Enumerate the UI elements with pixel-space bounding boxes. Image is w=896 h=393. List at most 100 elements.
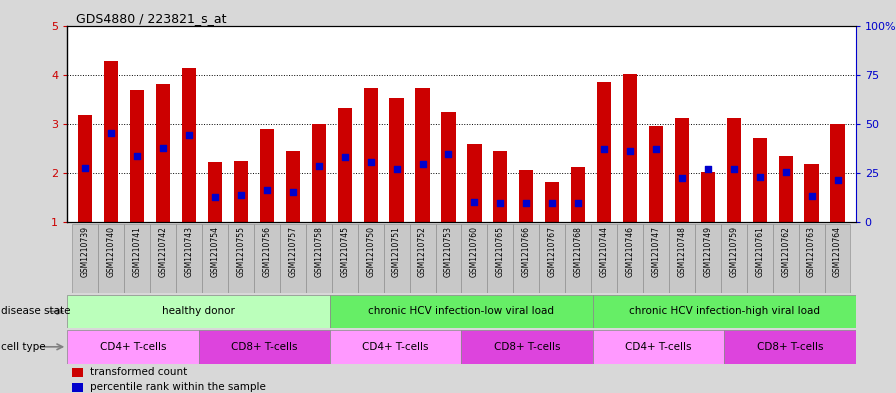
Bar <box>461 224 487 293</box>
Point <box>519 200 533 207</box>
Bar <box>545 182 559 222</box>
Bar <box>364 88 378 222</box>
Bar <box>442 112 455 222</box>
Point <box>675 174 689 181</box>
Bar <box>724 330 856 364</box>
Bar <box>675 118 689 222</box>
Bar <box>125 224 151 293</box>
Bar <box>234 161 248 222</box>
Text: GSM1210749: GSM1210749 <box>703 226 712 277</box>
Point <box>545 200 559 207</box>
Bar <box>416 88 430 222</box>
Point <box>234 192 248 198</box>
Bar <box>208 162 222 222</box>
Text: transformed count: transformed count <box>90 367 187 377</box>
Bar <box>593 295 856 328</box>
Point <box>597 146 611 152</box>
Point <box>571 200 585 207</box>
Bar <box>669 224 695 293</box>
Bar <box>593 330 724 364</box>
Bar <box>753 138 767 222</box>
Bar <box>312 124 326 222</box>
Text: GSM1210757: GSM1210757 <box>289 226 297 277</box>
Bar <box>824 224 850 293</box>
Bar <box>260 129 274 222</box>
Bar <box>701 172 715 222</box>
Bar <box>409 224 435 293</box>
Bar <box>254 224 280 293</box>
Bar <box>798 224 824 293</box>
Bar <box>643 224 669 293</box>
Point <box>390 166 404 172</box>
Point <box>805 193 819 200</box>
Text: disease state: disease state <box>1 307 71 316</box>
Bar <box>746 224 772 293</box>
Point <box>467 199 481 206</box>
Text: CD8+ T-cells: CD8+ T-cells <box>757 342 823 352</box>
Bar <box>695 224 720 293</box>
Bar <box>805 164 819 222</box>
Bar <box>286 151 300 222</box>
Point <box>779 169 793 175</box>
Bar <box>519 171 533 222</box>
Point <box>442 151 456 157</box>
Text: GSM1210764: GSM1210764 <box>833 226 842 277</box>
Text: healthy donor: healthy donor <box>162 307 235 316</box>
Bar <box>72 368 82 377</box>
Bar <box>99 224 125 293</box>
Text: chronic HCV infection-high viral load: chronic HCV infection-high viral load <box>629 307 820 316</box>
Bar <box>78 115 92 222</box>
Text: GSM1210768: GSM1210768 <box>573 226 582 277</box>
Bar <box>202 224 228 293</box>
Bar <box>461 330 593 364</box>
Text: GSM1210747: GSM1210747 <box>651 226 660 277</box>
Point <box>416 161 430 167</box>
Text: GSM1210752: GSM1210752 <box>418 226 427 277</box>
Point <box>208 194 222 200</box>
Bar <box>571 167 585 222</box>
Text: GSM1210740: GSM1210740 <box>107 226 116 277</box>
Bar <box>177 224 202 293</box>
Bar <box>435 224 461 293</box>
Bar <box>779 156 793 222</box>
Bar <box>591 224 617 293</box>
Text: GSM1210763: GSM1210763 <box>807 226 816 277</box>
Bar <box>104 61 118 222</box>
Text: GSM1210743: GSM1210743 <box>185 226 194 277</box>
Point <box>260 187 274 193</box>
Text: GSM1210760: GSM1210760 <box>470 226 478 277</box>
Point <box>727 166 741 172</box>
Bar <box>831 124 845 222</box>
Bar <box>720 224 746 293</box>
Text: CD4+ T-cells: CD4+ T-cells <box>363 342 429 352</box>
Text: GSM1210741: GSM1210741 <box>133 226 142 277</box>
Bar <box>73 224 99 293</box>
Text: percentile rank within the sample: percentile rank within the sample <box>90 382 265 392</box>
Point <box>753 174 767 180</box>
Point <box>649 146 663 152</box>
Bar <box>468 144 481 222</box>
Bar <box>390 98 404 222</box>
Bar <box>67 295 330 328</box>
Bar <box>330 295 593 328</box>
Bar <box>623 73 637 222</box>
Bar <box>72 383 82 391</box>
Point <box>364 159 378 165</box>
Bar <box>383 224 409 293</box>
Text: CD4+ T-cells: CD4+ T-cells <box>625 342 692 352</box>
Bar <box>330 330 461 364</box>
Text: cell type: cell type <box>1 342 46 352</box>
Point <box>286 188 300 195</box>
Text: GSM1210745: GSM1210745 <box>340 226 349 277</box>
Bar <box>617 224 643 293</box>
Bar <box>565 224 591 293</box>
Text: GSM1210751: GSM1210751 <box>392 226 401 277</box>
Bar <box>130 90 144 222</box>
Bar <box>539 224 565 293</box>
Text: GDS4880 / 223821_s_at: GDS4880 / 223821_s_at <box>76 12 227 25</box>
Point <box>78 165 92 171</box>
Bar <box>332 224 358 293</box>
Point <box>182 131 196 138</box>
Point <box>156 145 170 151</box>
Text: GSM1210755: GSM1210755 <box>237 226 246 277</box>
